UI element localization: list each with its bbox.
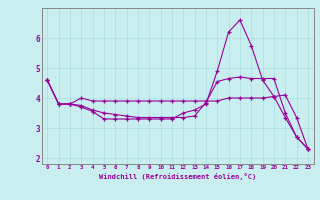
X-axis label: Windchill (Refroidissement éolien,°C): Windchill (Refroidissement éolien,°C) bbox=[99, 173, 256, 180]
